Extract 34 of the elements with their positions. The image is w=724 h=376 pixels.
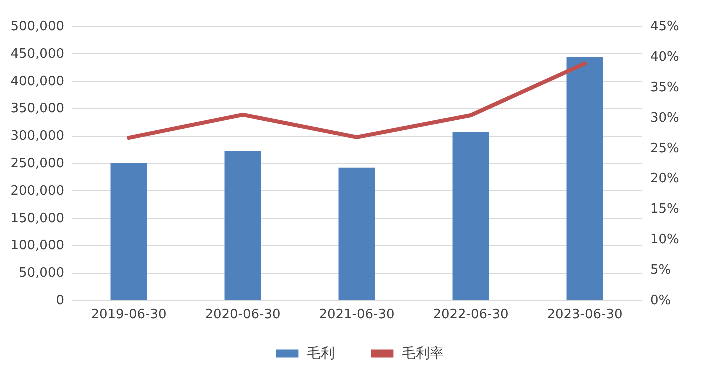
y-tick-label: 100,000 (10, 238, 64, 254)
y2-tick-label: 5% (650, 263, 672, 278)
bar (110, 164, 148, 300)
y2-tick-label: 15% (650, 202, 680, 218)
legend-label: 毛利 (307, 346, 335, 362)
y-tick-label: 500,000 (10, 20, 64, 34)
y-tick-label: 250,000 (10, 156, 64, 172)
x-tick-label: 2019-06-30 (91, 308, 167, 322)
bar (338, 168, 376, 300)
y2-tick-label: 30% (650, 110, 680, 126)
y-tick-label: 200,000 (10, 184, 64, 199)
y2-tick-label: 40% (650, 50, 680, 65)
x-tick-label: 2023-06-30 (547, 308, 623, 322)
y-tick-label: 0 (56, 294, 64, 308)
x-tick-label: 2020-06-30 (205, 308, 281, 322)
y-tick-label: 300,000 (10, 129, 64, 144)
y2-tick-label: 45% (650, 20, 680, 34)
bar (566, 57, 604, 300)
y2-tick-label: 10% (650, 232, 680, 248)
y-tick-label: 50,000 (19, 266, 64, 282)
y2-tick-label: 20% (650, 172, 680, 187)
y-tick-label: 350,000 (10, 102, 64, 117)
legend-label: 毛利率 (402, 346, 444, 362)
x-tick-label: 2022-06-30 (433, 308, 509, 322)
y-tick-label: 400,000 (10, 74, 64, 90)
x-tick-label: 2021-06-30 (319, 308, 395, 322)
y-tick-label: 450,000 (10, 46, 64, 62)
bar (452, 132, 490, 300)
y2-tick-label: 25% (650, 141, 680, 156)
y-tick-label: 150,000 (10, 211, 64, 226)
line-series (127, 62, 587, 140)
y2-tick-label: 35% (650, 80, 680, 96)
y2-tick-label: 0% (650, 294, 672, 308)
bar (224, 151, 262, 300)
